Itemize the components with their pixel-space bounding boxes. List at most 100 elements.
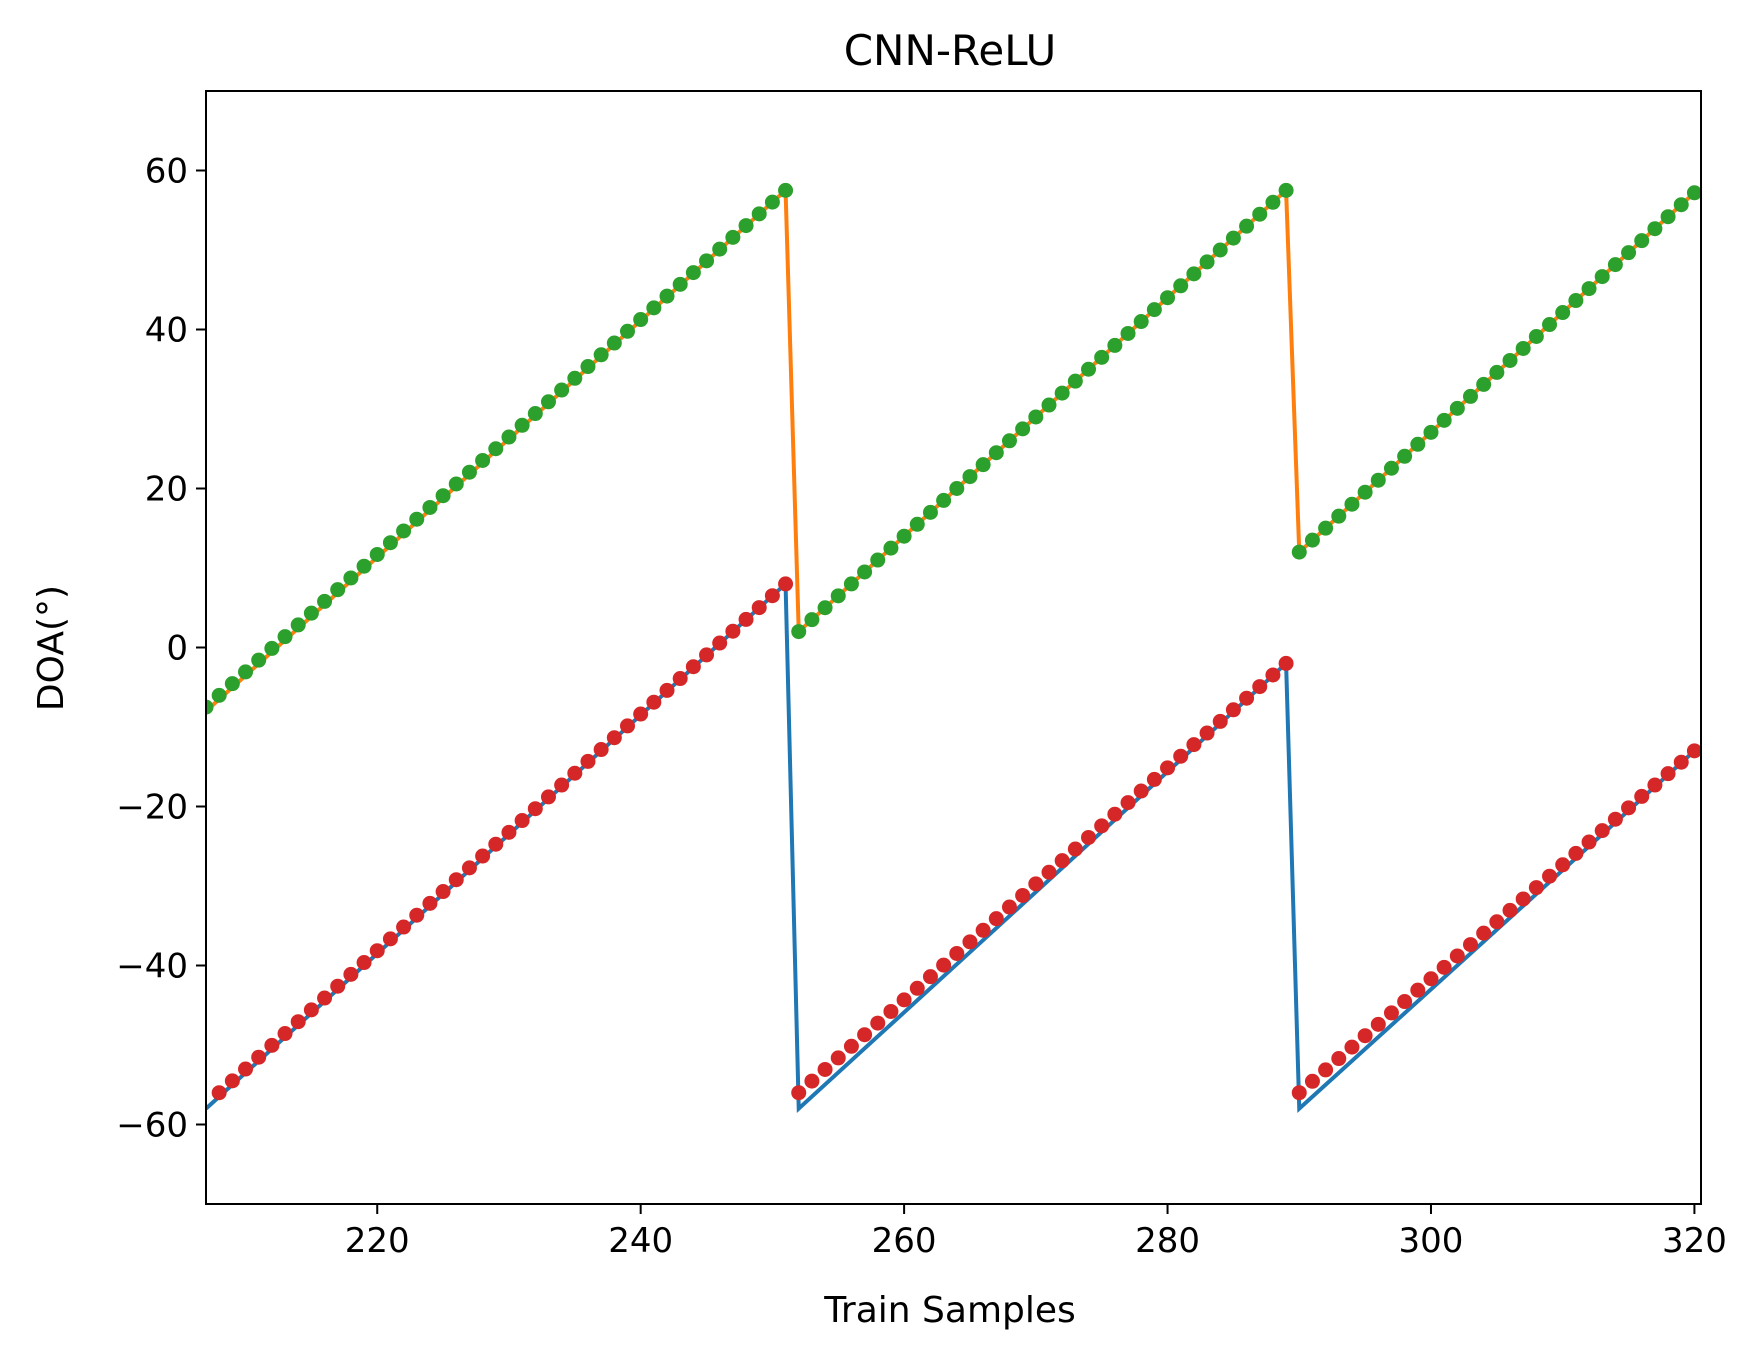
series-3-point (382, 931, 398, 947)
y-tick-label: −40 (116, 947, 188, 987)
series-2-point (1304, 532, 1320, 548)
series-3-point (580, 753, 596, 769)
series-3-point (1054, 853, 1070, 869)
series-3-point (330, 978, 346, 994)
series-2-point (461, 464, 477, 480)
series-3-point (1357, 1028, 1373, 1044)
series-2-point (1673, 197, 1689, 213)
series-3-point (238, 1061, 254, 1077)
x-tick-label: 260 (872, 1221, 937, 1261)
series-3-point (843, 1038, 859, 1054)
series-2-point (264, 640, 280, 656)
series-3-point (1239, 690, 1255, 706)
series-2-point (1528, 329, 1544, 344)
series-3-point (791, 1085, 807, 1101)
series-3-point (883, 1003, 899, 1019)
x-tick-label: 300 (1399, 1221, 1464, 1261)
series-3-point (1423, 971, 1439, 987)
series-3-point (764, 588, 780, 604)
series-3-point (1212, 713, 1228, 729)
series-3-point (1067, 841, 1083, 857)
series-2-point (1607, 257, 1623, 273)
series-2-point (251, 652, 267, 668)
series-2-point (448, 476, 464, 492)
series-3-point (725, 623, 741, 639)
x-tick-label: 220 (345, 1221, 410, 1261)
series-3-point (1252, 679, 1268, 695)
series-3-point (1581, 834, 1597, 850)
series-3-point (540, 789, 556, 805)
series-2-point (1383, 460, 1399, 476)
series-3-point (830, 1050, 846, 1066)
series-3-point (949, 945, 965, 961)
series-3-point (857, 1027, 873, 1043)
y-axis-title: DOA(°) (31, 585, 72, 711)
series-3-point (264, 1037, 280, 1053)
series-2-point (1278, 182, 1294, 198)
axes-layer: 220 240 260 280 300 320 −60 −40 −20 0 20 40 60 (116, 90, 1727, 1261)
series-3-point (1318, 1062, 1334, 1078)
series-3-point (1133, 783, 1149, 799)
series-3-point (356, 955, 372, 971)
series-3-point (1304, 1073, 1320, 1089)
series-2-point (422, 499, 438, 515)
series-3-point (1449, 948, 1465, 964)
series-2-point (857, 564, 873, 580)
series-2-point (1252, 206, 1268, 222)
series-2-point (1015, 421, 1031, 437)
series-2-point (343, 570, 359, 586)
series-3-point (646, 694, 662, 710)
series-3-point (303, 1002, 319, 1018)
series-3-point (699, 647, 715, 663)
series-3-point (962, 934, 978, 950)
series-2-point (277, 629, 293, 645)
series-2-point (1594, 269, 1610, 285)
series-3-point (896, 992, 912, 1008)
series-3-point (1146, 771, 1162, 787)
series-2-point (1225, 230, 1241, 246)
series-2-point (1186, 266, 1202, 282)
series-3-point (1647, 777, 1663, 793)
series-2-point (949, 481, 965, 496)
y-tick-label: 60 (145, 152, 188, 192)
series-2-point (1107, 337, 1123, 353)
series-3-point (1370, 1016, 1386, 1032)
series-3-point (1199, 725, 1215, 741)
series-3-point (1673, 754, 1689, 770)
series-3-point (606, 730, 622, 746)
series-2-point (975, 457, 991, 473)
series-3-point (369, 943, 385, 959)
series-2-point (764, 194, 780, 210)
series-2-point (475, 452, 491, 468)
series-3-point (1397, 994, 1413, 1010)
series-2-point (778, 182, 794, 198)
series-2-point (1120, 325, 1136, 341)
series-2-point (1555, 305, 1571, 321)
series-2-point (435, 488, 451, 504)
series-2-point (1001, 433, 1017, 449)
series-2-point (936, 492, 952, 508)
series-2-point (1542, 317, 1558, 333)
series-2-point (1634, 233, 1650, 249)
series-2-point (606, 335, 622, 351)
series-2-point (303, 605, 319, 621)
series-2-point (1081, 361, 1097, 377)
series-3-point (620, 718, 635, 734)
series-2-point (1647, 221, 1663, 237)
series-3-point (290, 1014, 306, 1030)
series-2-point (554, 382, 570, 398)
series-3-point (936, 957, 952, 973)
series-3-point (922, 969, 938, 985)
series-3-point (1331, 1051, 1347, 1067)
series-3-point (396, 919, 412, 935)
series-3-point (1120, 795, 1136, 811)
series-2-point (1160, 290, 1176, 306)
series-3-point (1528, 880, 1544, 896)
x-tick-label: 280 (1135, 1221, 1200, 1261)
series-2-point (1146, 302, 1162, 318)
series-2-point (659, 288, 675, 304)
series-3-point (317, 990, 333, 1006)
series-3-point (751, 600, 767, 616)
y-tick-label: 0 (166, 629, 188, 669)
